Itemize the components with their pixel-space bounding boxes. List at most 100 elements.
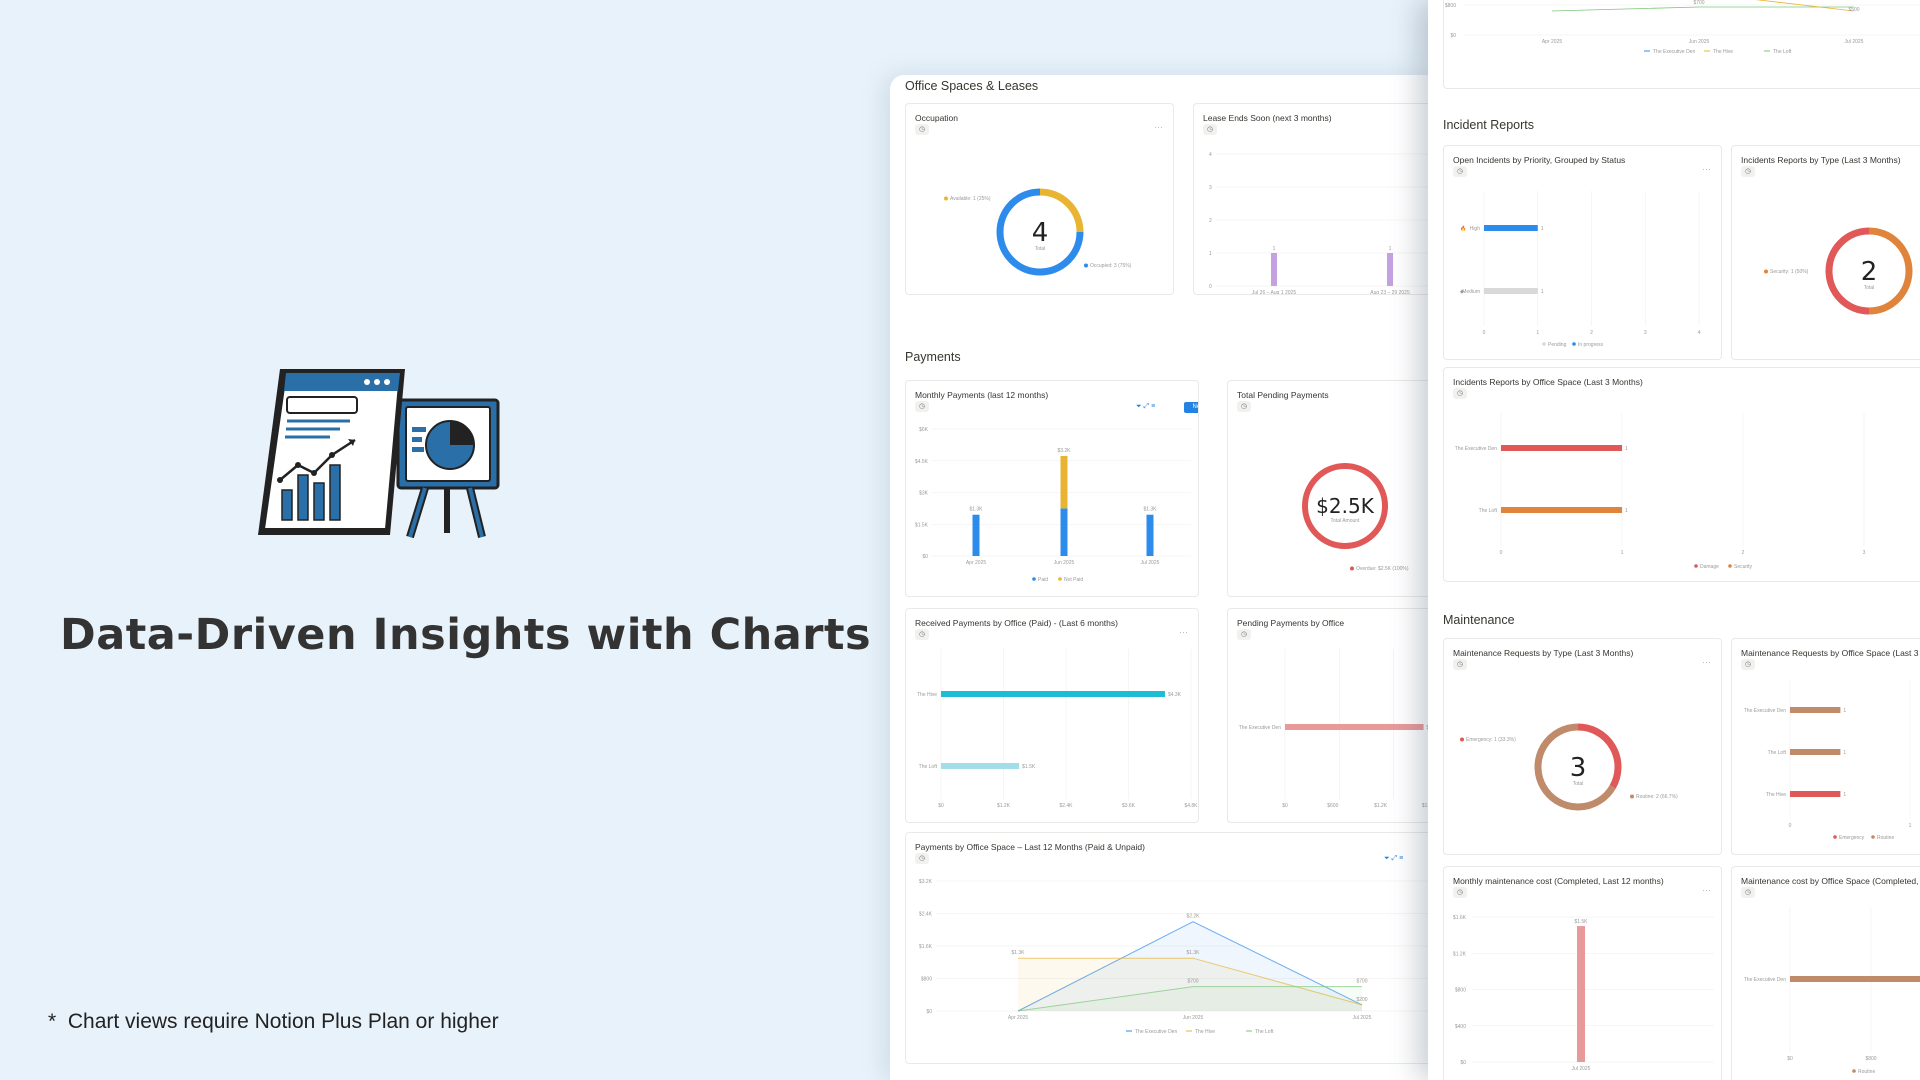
new-button[interactable]: New bbox=[1184, 402, 1198, 413]
bar-data-label: $1.3K bbox=[1143, 507, 1157, 513]
chart-title: Incidents Reports by Type (Last 3 Months… bbox=[1741, 155, 1901, 165]
hero-title: Data-Driven Insights with Charts bbox=[60, 610, 872, 660]
incident-space-bar bbox=[1501, 507, 1622, 513]
x-tick-label: $600 bbox=[1327, 803, 1338, 809]
lease-ends-chart: 0 1 2 3 4 1 Jul 26 – Aug 1 2025 1 Aug 23 – 29 20… bbox=[1209, 152, 1430, 295]
chart-card-incidents-by-type[interactable]: Incidents Reports by Type (Last 3 Months… bbox=[1731, 145, 1920, 360]
bar-data-label: $3.2K bbox=[1057, 448, 1071, 454]
legend-label: Pending bbox=[1548, 342, 1567, 348]
clock-icon[interactable]: ◷ bbox=[1453, 166, 1467, 177]
series-area bbox=[1018, 986, 1362, 1011]
chart-card-incidents-by-space[interactable]: Incidents Reports by Office Space (Last … bbox=[1443, 367, 1920, 582]
section-payments: Payments bbox=[905, 350, 961, 364]
x-tick-label: 1 bbox=[1909, 823, 1912, 829]
x-tick-label: Jul 2025 bbox=[1845, 39, 1864, 45]
x-tick-label: $800 bbox=[1865, 1056, 1876, 1062]
x-tick-label: Jun 2025 bbox=[1054, 560, 1075, 566]
chart-card-total-pending[interactable]: Total Pending Payments ◷ Overdue: $2.5K … bbox=[1227, 380, 1430, 597]
category-label: The Hive bbox=[917, 692, 937, 698]
chart-card-monthly-maint-cost[interactable]: Monthly maintenance cost (Completed, Las… bbox=[1443, 866, 1722, 1080]
priority-icon: 🔥 bbox=[1460, 225, 1466, 232]
clock-icon[interactable]: ◷ bbox=[1453, 887, 1467, 898]
filter-sort-icons[interactable]: ⏷ ⤢ ≡ bbox=[1384, 855, 1404, 862]
y-tick-label: $3.2K bbox=[919, 879, 933, 885]
clock-icon[interactable]: ◷ bbox=[915, 629, 929, 640]
chart-card-open-incidents[interactable]: Open Incidents by Priority, Grouped by S… bbox=[1443, 145, 1722, 360]
chart-card-maint-by-space[interactable]: Maintenance Requests by Office Space (La… bbox=[1731, 638, 1920, 855]
clock-icon[interactable]: ◷ bbox=[1741, 659, 1755, 670]
more-menu-icon[interactable]: ··· bbox=[1702, 885, 1711, 895]
section-office-spaces: Office Spaces & Leases bbox=[905, 79, 1039, 93]
payments-by-space-chart: $0 $800 $1.6K $2.4K $3.2K Apr 2025 Jun 2025 Jul… bbox=[919, 879, 1430, 1035]
incidents-by-space-chart: 0 1 2 3 The Executive Den 1 The Loft 1 Damage Sec… bbox=[1455, 413, 1866, 570]
point-data-label: $2.2K bbox=[1186, 914, 1200, 920]
category-label: Medium bbox=[1462, 289, 1480, 295]
clock-icon[interactable]: ◷ bbox=[1741, 887, 1755, 898]
clock-icon[interactable]: ◷ bbox=[915, 853, 929, 864]
x-tick-label: 4 bbox=[1698, 330, 1701, 336]
point-data-label: $200 bbox=[1356, 997, 1367, 1003]
chart-title: Lease Ends Soon (next 3 months) bbox=[1203, 113, 1332, 123]
x-tick-label: Apr 2025 bbox=[1542, 39, 1563, 45]
y-tick-label: 0 bbox=[1209, 284, 1212, 290]
legend-label: The Executive Den bbox=[1653, 49, 1695, 55]
incident-space-bar bbox=[1501, 445, 1622, 451]
clock-icon[interactable]: ◷ bbox=[1203, 124, 1217, 135]
x-tick-label: $4.8K bbox=[1184, 803, 1198, 809]
chart-card-maint-by-type[interactable]: Maintenance Requests by Type (Last 3 Mon… bbox=[1443, 638, 1722, 855]
x-tick-label: Aug 23 – 29 2025 bbox=[1370, 290, 1410, 295]
y-tick-label: $0 bbox=[926, 1009, 932, 1015]
x-tick-label: Apr 2025 bbox=[1008, 1015, 1029, 1021]
y-tick-label: $3K bbox=[919, 491, 929, 497]
y-tick-label: $6K bbox=[919, 427, 929, 433]
filter-sort-icons[interactable]: ⏷ ⤢ ≡ bbox=[1136, 403, 1156, 410]
clock-icon[interactable]: ◷ bbox=[1237, 401, 1251, 412]
chart-card-payments-by-space[interactable]: Payments by Office Space – Last 12 Month… bbox=[905, 832, 1430, 1064]
payment-bar bbox=[1060, 455, 1068, 509]
maint-space-bar bbox=[1790, 707, 1841, 713]
chart-card-lease-ends[interactable]: Lease Ends Soon (next 3 months) ◷ 0 1 2 3 4 1… bbox=[1193, 103, 1430, 295]
legend-dot bbox=[1058, 577, 1062, 581]
clock-icon[interactable]: ◷ bbox=[1741, 166, 1755, 177]
chart-card-monthly-payments[interactable]: Monthly Payments (last 12 months) ◷ ⏷ ⤢ … bbox=[905, 380, 1199, 597]
y-tick-label: $400 bbox=[1455, 1024, 1466, 1030]
point-data-label: $500 bbox=[1848, 7, 1859, 13]
point-data-label: $700 bbox=[1356, 979, 1367, 985]
y-tick-label: $1.5K bbox=[915, 522, 929, 528]
chart-card-maint-cost-by-space[interactable]: Maintenance cost by Office Space (Comple… bbox=[1731, 866, 1920, 1080]
more-menu-icon[interactable]: ··· bbox=[1702, 164, 1711, 174]
chart-card-pending-by-office[interactable]: Pending Payments by Office ◷ $0 $600 $1.2K… bbox=[1227, 608, 1430, 823]
chart-card-occupation[interactable]: Occupation ◷ ··· Available: 1 (25%) Occup… bbox=[905, 103, 1174, 295]
x-tick-label: $1.2K bbox=[997, 803, 1011, 809]
y-tick-label: $1.2K bbox=[1453, 951, 1467, 957]
chart-card-payments-trend-partial[interactable]: $800 $0 Apr 2025 Jun 2025 Jul 2025 $700 $500 Th… bbox=[1443, 0, 1920, 89]
clock-icon[interactable]: ◷ bbox=[915, 124, 929, 135]
legend-dot bbox=[1871, 835, 1875, 839]
donut-slice bbox=[1868, 227, 1913, 315]
payment-bar bbox=[1060, 508, 1068, 556]
dashboard-panel-right: $800 $0 Apr 2025 Jun 2025 Jul 2025 $700 $500 Th… bbox=[1428, 0, 1920, 1080]
y-tick-label: $1.6K bbox=[919, 944, 933, 950]
donut-total-label: Total Amount bbox=[1331, 518, 1361, 524]
legend-label: The Hive bbox=[1713, 49, 1733, 55]
series-line bbox=[1018, 957, 1363, 1006]
more-menu-icon[interactable]: ··· bbox=[1702, 657, 1711, 667]
clock-icon[interactable]: ◷ bbox=[915, 401, 929, 412]
maint-space-bar bbox=[1790, 791, 1841, 797]
clock-icon[interactable]: ◷ bbox=[1453, 659, 1467, 670]
more-menu-icon[interactable]: ··· bbox=[1179, 627, 1188, 637]
monthly-maint-cost-chart: $0 $400 $800 $1.2K $1.6K $1.5K Jul 2025 bbox=[1453, 915, 1714, 1072]
chart-card-received-by-office[interactable]: Received Payments by Office (Paid) - (La… bbox=[905, 608, 1199, 823]
slice-label: Emergency: 1 (33.3%) bbox=[1466, 737, 1516, 743]
more-menu-icon[interactable]: ··· bbox=[1154, 122, 1163, 132]
legend-label: Security bbox=[1734, 564, 1753, 570]
section-maintenance: Maintenance bbox=[1443, 613, 1515, 627]
donut-total-value: $2.5K bbox=[1316, 494, 1375, 518]
clock-icon[interactable]: ◷ bbox=[1237, 629, 1251, 640]
x-tick-label: Apr 2025 bbox=[966, 560, 987, 566]
legend-label: Emergency bbox=[1839, 835, 1865, 841]
series-area bbox=[1018, 921, 1362, 1011]
legend-label: Damage bbox=[1700, 564, 1719, 570]
clock-icon[interactable]: ◷ bbox=[1453, 388, 1467, 399]
